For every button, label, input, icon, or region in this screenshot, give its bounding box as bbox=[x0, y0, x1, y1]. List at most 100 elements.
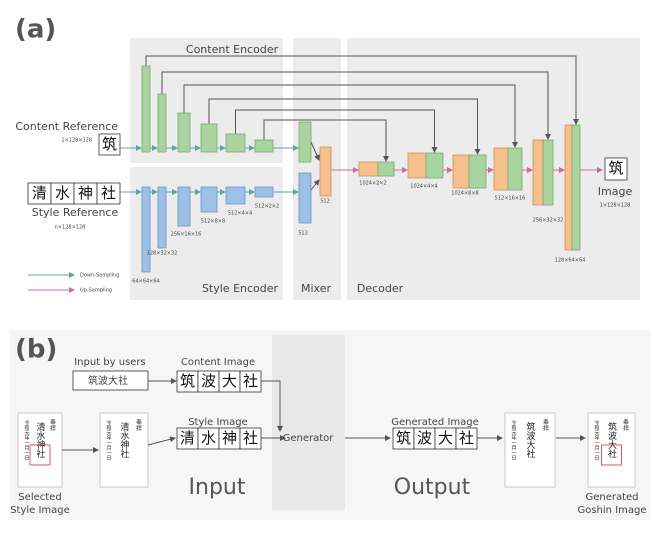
section-title: Style Encoder bbox=[202, 282, 279, 295]
content-block bbox=[201, 124, 217, 152]
style-block bbox=[178, 187, 190, 226]
dimension-label: 256×32×32 bbox=[533, 218, 564, 224]
input-label: Content Reference bbox=[15, 120, 118, 133]
output-size: 1×128×128 bbox=[600, 203, 631, 209]
panel-label: (a) bbox=[15, 15, 56, 45]
output-label: Image bbox=[598, 185, 633, 198]
glyph: 筑 bbox=[396, 429, 411, 447]
section-title: Content Encoder bbox=[186, 43, 279, 56]
image-caption: Goshin Image bbox=[577, 505, 646, 516]
goshuin-date: 令和元年一月一日 bbox=[106, 419, 112, 461]
goshuin-date: 令和元年一月一日 bbox=[511, 419, 517, 461]
mixer-panel bbox=[293, 38, 341, 300]
dimension-label: 512×2×2 bbox=[255, 204, 279, 210]
diagram: (a) Content Encoder Style Encoder Mixer Deco… bbox=[0, 0, 651, 533]
section-label: Input bbox=[189, 475, 246, 500]
glyph: 社 bbox=[459, 429, 474, 447]
glyph: 大 bbox=[222, 372, 237, 390]
glyph: 水 bbox=[55, 184, 70, 202]
goshuin-name: 筑波大社 bbox=[606, 421, 617, 459]
goshuin-header: 奉拝 bbox=[49, 418, 56, 432]
style-block bbox=[142, 187, 150, 272]
section-title: Mixer bbox=[301, 282, 331, 295]
caption: Style Image bbox=[188, 417, 248, 428]
glyph: 社 bbox=[243, 372, 258, 390]
goshuin-header: 奉拝 bbox=[542, 418, 549, 432]
glyph: 筑 bbox=[102, 135, 117, 153]
dimension-label: 512×16×16 bbox=[495, 196, 526, 202]
dimension-label: 64×64×64 bbox=[132, 279, 159, 285]
glyph: 水 bbox=[201, 429, 216, 447]
decoder-block bbox=[508, 148, 522, 190]
dimension-label: 128×64×64 bbox=[555, 258, 586, 264]
dimension-label: 512×8×8 bbox=[201, 219, 225, 225]
decoder-block bbox=[453, 155, 469, 188]
goshuin-date: 令和元年一月一日 bbox=[24, 419, 30, 461]
caption: Content Image bbox=[181, 357, 255, 368]
content-block bbox=[158, 94, 166, 152]
glyph: 神 bbox=[78, 184, 93, 202]
decoder-block bbox=[572, 125, 580, 250]
glyph: 筑 bbox=[608, 159, 623, 177]
decoder-block bbox=[426, 153, 443, 178]
style-block bbox=[255, 187, 273, 197]
decoder-block bbox=[408, 153, 426, 178]
content-block bbox=[226, 134, 245, 152]
image-caption: Generated bbox=[585, 492, 638, 503]
input-size: 1×128×128 bbox=[61, 138, 92, 144]
generator-panel bbox=[272, 335, 345, 510]
dimension-label: 128×32×32 bbox=[147, 251, 178, 257]
legend-label: Down-Sampling bbox=[80, 273, 119, 279]
style-block bbox=[226, 187, 245, 204]
legend-label: Up-Sampling bbox=[80, 288, 112, 294]
decoder-block bbox=[359, 162, 378, 176]
section-title: Decoder bbox=[357, 282, 404, 295]
glyph: 神 bbox=[222, 429, 237, 447]
input-size: n×128×128 bbox=[55, 225, 86, 231]
content-block bbox=[255, 140, 273, 152]
decoder-block bbox=[378, 162, 394, 176]
dimension-label: 1024×8×8 bbox=[451, 191, 478, 197]
input-label: Style Reference bbox=[32, 206, 119, 219]
glyph: 波 bbox=[417, 429, 432, 447]
dimension-label: 256×16×16 bbox=[171, 232, 202, 238]
style-block bbox=[158, 187, 166, 248]
decoder-block bbox=[533, 140, 543, 205]
decoder-block bbox=[543, 140, 553, 205]
dimension-label: 512 bbox=[298, 231, 308, 237]
goshuin-date: 令和元年一月一日 bbox=[594, 419, 600, 461]
glyph: 大 bbox=[438, 429, 453, 447]
section-label: Output bbox=[394, 475, 471, 500]
style-block bbox=[201, 187, 217, 212]
dimension-label: 1024×2×2 bbox=[359, 181, 386, 187]
goshuin-header: 奉拝 bbox=[135, 418, 142, 432]
goshuin-header: 奉拝 bbox=[622, 418, 629, 432]
mixer-block bbox=[299, 122, 311, 162]
generator-label: Generator bbox=[283, 433, 335, 444]
content-block bbox=[142, 66, 150, 152]
glyph: 社 bbox=[101, 184, 116, 202]
goshuin-name: 清水神社 bbox=[119, 421, 130, 459]
caption: Generated Image bbox=[391, 417, 479, 428]
content-block bbox=[178, 113, 190, 152]
glyph: 清 bbox=[180, 429, 195, 447]
caption: Input by users bbox=[74, 357, 146, 368]
glyph: 筑 bbox=[180, 372, 195, 390]
image-caption: Selected bbox=[18, 492, 61, 503]
decoder-block bbox=[494, 148, 508, 190]
glyph: 清 bbox=[32, 184, 47, 202]
decoder-block bbox=[469, 155, 486, 188]
panel-label: (b) bbox=[15, 335, 57, 365]
goshuin-name: 筑波大社 bbox=[525, 421, 536, 459]
dimension-label: 1024×4×4 bbox=[410, 184, 437, 190]
decoder-block bbox=[565, 125, 572, 250]
mixer-block bbox=[320, 147, 331, 196]
image-caption: Style Image bbox=[10, 505, 70, 516]
goshuin-name: 清水神社 bbox=[35, 421, 46, 459]
glyph: 波 bbox=[201, 372, 216, 390]
glyph: 社 bbox=[243, 429, 258, 447]
dimension-label: 512 bbox=[320, 199, 330, 205]
mixer-block bbox=[299, 173, 311, 223]
user-text: 筑波大社 bbox=[88, 374, 128, 387]
dimension-label: 512×4×4 bbox=[228, 211, 252, 217]
